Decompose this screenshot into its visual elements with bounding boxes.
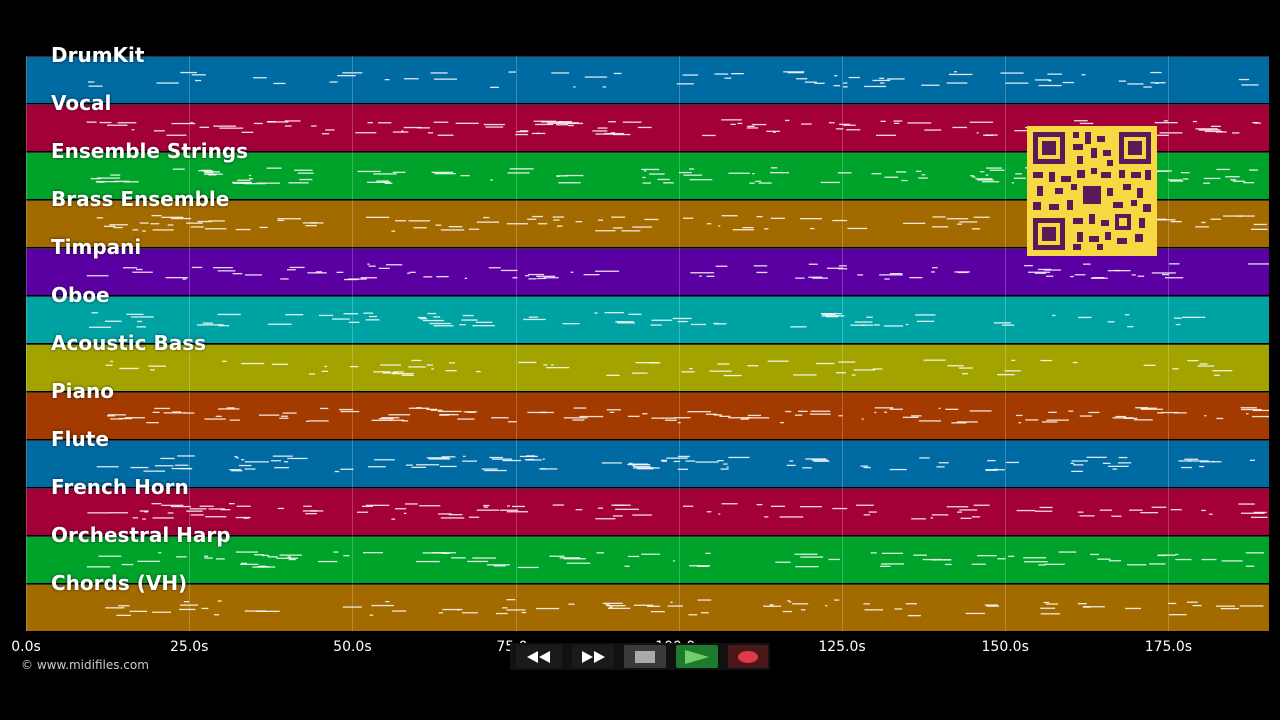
- note-marks: [87, 71, 1259, 88]
- time-tick-label: 125.0s: [818, 639, 866, 655]
- note-marks: [106, 407, 1269, 424]
- track-label: Orchestral Harp: [51, 523, 231, 547]
- note-marks: [105, 599, 1264, 617]
- track-label: Ensemble Strings: [51, 139, 249, 163]
- track-acoustic-bass: [26, 344, 1269, 391]
- grid-line: [842, 56, 843, 631]
- note-marks: [96, 455, 1255, 473]
- track-label: Flute: [51, 427, 109, 451]
- fast-forward-button[interactable]: [572, 645, 614, 668]
- grid-line: [515, 56, 517, 631]
- track-label: DrumKit: [51, 43, 145, 67]
- track-drumkit: [26, 56, 1269, 103]
- time-tick-label: 0.0s: [11, 639, 41, 655]
- track-label: Acoustic Bass: [51, 331, 206, 355]
- track-label: Brass Ensemble: [51, 187, 230, 211]
- track-flute: [26, 440, 1269, 487]
- time-tick-label: 50.0s: [333, 639, 372, 655]
- transport-controls: [510, 643, 770, 670]
- track-area: [26, 56, 1269, 631]
- track-label: Vocal: [51, 91, 112, 115]
- note-marks: [86, 119, 1261, 137]
- note-marks: [105, 359, 1233, 377]
- track-label: Chords (VH): [51, 571, 188, 595]
- track-label: Oboe: [51, 283, 110, 307]
- record-button[interactable]: [728, 645, 768, 668]
- track-french-horn: [26, 488, 1269, 535]
- track-oboe: [26, 296, 1269, 343]
- note-marks: [86, 263, 1269, 281]
- grid-line: [678, 56, 680, 631]
- grid-line: [1005, 56, 1007, 631]
- time-tick-label: 175.0s: [1144, 639, 1193, 655]
- grid-line: [352, 56, 354, 631]
- note-marks: [89, 312, 1206, 328]
- stop-button[interactable]: [624, 645, 666, 668]
- track-label: Piano: [51, 379, 114, 403]
- qr-code: [1027, 126, 1157, 256]
- record-icon: [738, 650, 758, 663]
- fast-forward-icon: [582, 650, 605, 663]
- play-icon: [685, 649, 709, 664]
- grid-line: [26, 56, 27, 631]
- rewind-button[interactable]: [516, 645, 562, 668]
- stop-icon: [635, 650, 655, 663]
- copyright-text: © www.midifiles.com: [21, 658, 149, 672]
- note-marks: [86, 551, 1264, 569]
- grid-line: [1168, 56, 1170, 631]
- time-tick-label: 150.0s: [981, 639, 1029, 655]
- play-button[interactable]: [676, 645, 718, 668]
- track-chords-vh: [26, 584, 1269, 631]
- track-label: Timpani: [51, 235, 142, 259]
- track-piano: [26, 392, 1269, 439]
- grid-line: [189, 56, 191, 631]
- time-tick-label: 25.0s: [169, 639, 209, 655]
- track-label: French Horn: [51, 475, 189, 499]
- rewind-icon: [527, 650, 550, 663]
- note-marks: [87, 503, 1268, 520]
- track-orchestral-harp: [26, 536, 1269, 583]
